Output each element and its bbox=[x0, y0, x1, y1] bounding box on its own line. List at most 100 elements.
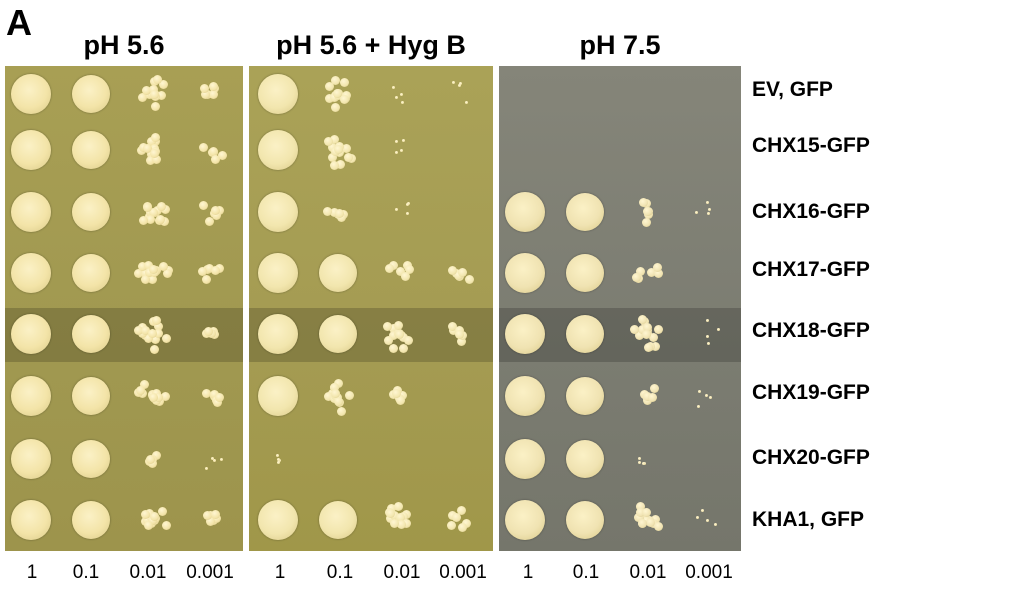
colony-spot bbox=[72, 377, 110, 415]
colony-spot bbox=[505, 500, 545, 540]
colony-cell bbox=[336, 159, 346, 169]
strain-label-ev-gfp: EV, GFP bbox=[752, 78, 833, 101]
colony-cell bbox=[146, 455, 156, 465]
colony-spot bbox=[566, 440, 604, 478]
colony-spot bbox=[11, 74, 51, 114]
colony-cell bbox=[642, 507, 652, 517]
colony-cell bbox=[401, 100, 405, 104]
colony-cell bbox=[329, 135, 339, 145]
colony-cell bbox=[138, 261, 148, 271]
colony-cell bbox=[401, 139, 405, 143]
colony-cell bbox=[208, 90, 218, 100]
colony-cell bbox=[407, 201, 411, 205]
colony-cell bbox=[323, 207, 333, 216]
colony-cell bbox=[151, 101, 161, 111]
colony-cell bbox=[635, 331, 645, 341]
colony-cell bbox=[139, 216, 149, 226]
colony-cell bbox=[388, 330, 398, 340]
colony-cell bbox=[339, 95, 349, 105]
colony-spot bbox=[258, 314, 298, 354]
colony-cell bbox=[389, 343, 399, 353]
colony-cell bbox=[716, 327, 720, 331]
colony-spot bbox=[258, 74, 298, 114]
colony-cell bbox=[642, 218, 652, 228]
colony-cell bbox=[646, 517, 656, 527]
colony-cell bbox=[198, 267, 208, 277]
colony-cell bbox=[706, 212, 710, 216]
colony-cell bbox=[161, 391, 171, 401]
colony-cell bbox=[394, 501, 403, 511]
colony-cell bbox=[457, 268, 467, 278]
colony-cell bbox=[390, 511, 400, 521]
colony-cell bbox=[636, 507, 646, 517]
plate-ph75 bbox=[499, 66, 741, 551]
colony-cell bbox=[649, 332, 659, 342]
colony-spot bbox=[11, 500, 51, 540]
colony-cell bbox=[204, 467, 208, 471]
colony-cell bbox=[706, 519, 710, 523]
colony-cell bbox=[330, 389, 340, 399]
colony-cell bbox=[159, 261, 169, 271]
colony-spot bbox=[11, 192, 51, 232]
colony-cell bbox=[642, 391, 652, 401]
colony-cell bbox=[698, 390, 702, 394]
colony-cell bbox=[334, 397, 344, 407]
colony-cell bbox=[389, 323, 399, 333]
colony-cell bbox=[392, 388, 402, 398]
colony-cell bbox=[161, 204, 170, 214]
colony-cell bbox=[142, 203, 152, 213]
dilution-label: 0.001 bbox=[685, 562, 733, 583]
colony-cell bbox=[706, 342, 710, 346]
colony-cell bbox=[199, 143, 209, 153]
colony-cell bbox=[276, 457, 280, 461]
colony-cell bbox=[709, 395, 713, 399]
colony-spot bbox=[566, 315, 604, 353]
colony-spot bbox=[319, 315, 357, 353]
colony-cell bbox=[140, 380, 150, 390]
colony-cell bbox=[204, 326, 214, 336]
colony-cell bbox=[148, 265, 158, 275]
colony-cell bbox=[141, 509, 151, 519]
colony-spot bbox=[11, 253, 51, 293]
colony-cell bbox=[705, 319, 709, 323]
colony-cell bbox=[157, 90, 167, 100]
colony-cell bbox=[136, 385, 146, 395]
colony-cell bbox=[134, 326, 144, 336]
colony-cell bbox=[654, 268, 664, 278]
colony-cell bbox=[212, 458, 216, 462]
colony-cell bbox=[399, 344, 409, 354]
colony-cell bbox=[446, 520, 456, 530]
colony-cell bbox=[457, 84, 461, 88]
colony-cell bbox=[205, 217, 215, 227]
colony-cell bbox=[639, 198, 649, 208]
colony-cell bbox=[708, 208, 712, 212]
colony-cell bbox=[140, 326, 150, 336]
colony-spot bbox=[258, 500, 298, 540]
colony-cell bbox=[208, 82, 218, 92]
colony-cell bbox=[158, 79, 168, 89]
colony-cell bbox=[147, 328, 157, 338]
colony-cell bbox=[389, 518, 399, 528]
colony-cell bbox=[329, 160, 339, 170]
colony-cell bbox=[143, 144, 153, 154]
colony-spot bbox=[258, 130, 298, 170]
colony-cell bbox=[694, 210, 698, 214]
colony-cell bbox=[205, 263, 215, 273]
colony-cell bbox=[329, 383, 339, 393]
colony-cell bbox=[648, 392, 658, 402]
colony-cell bbox=[706, 335, 710, 339]
colony-spot bbox=[72, 75, 110, 113]
colony-cell bbox=[400, 92, 404, 96]
colony-cell bbox=[211, 154, 221, 164]
colony-cell bbox=[323, 136, 333, 146]
colony-cell bbox=[325, 81, 335, 91]
colony-cell bbox=[447, 266, 457, 276]
colony-cell bbox=[395, 329, 405, 339]
colony-cell bbox=[336, 406, 346, 416]
colony-cell bbox=[394, 208, 398, 212]
colony-cell bbox=[162, 268, 172, 278]
colony-spot bbox=[566, 193, 604, 231]
colony-spot bbox=[505, 253, 545, 293]
colony-cell bbox=[695, 515, 699, 519]
colony-cell bbox=[146, 156, 156, 166]
